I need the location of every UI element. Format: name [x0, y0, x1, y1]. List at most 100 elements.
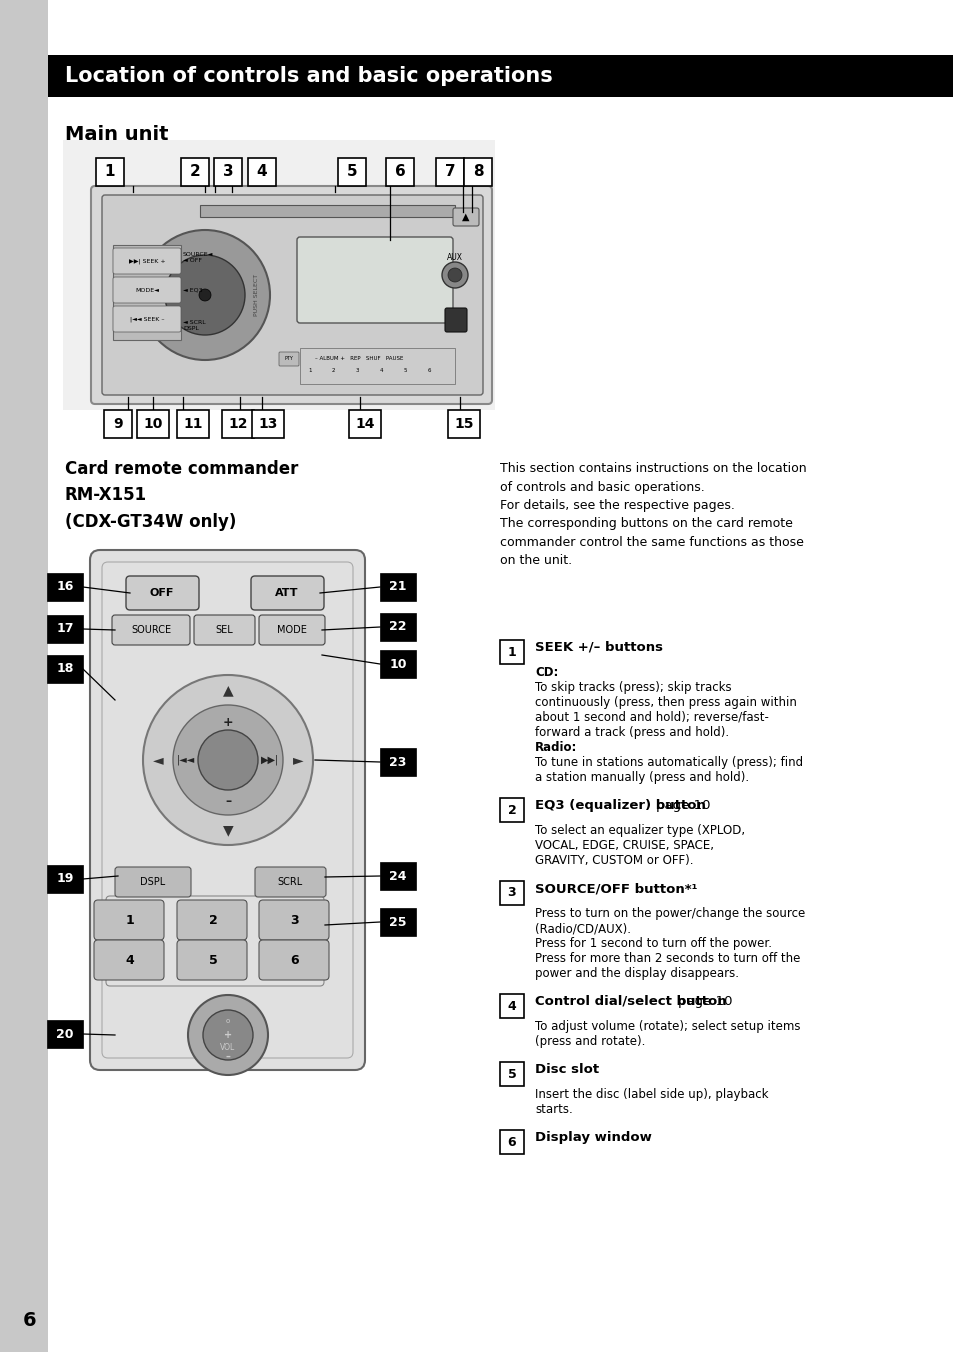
Text: Radio:: Radio: [535, 741, 577, 754]
FancyBboxPatch shape [278, 352, 298, 366]
FancyBboxPatch shape [444, 308, 467, 333]
Text: To select an equalizer type (XPLOD,: To select an equalizer type (XPLOD, [535, 823, 744, 837]
Text: Press for 1 second to turn off the power.: Press for 1 second to turn off the power… [535, 937, 771, 950]
Bar [379, 748, 416, 776]
Text: SOURCE: SOURCE [131, 625, 171, 635]
Text: Card remote commander
RM-X151
(CDX-GT34W only): Card remote commander RM-X151 (CDX-GT34W… [65, 460, 298, 531]
Text: EQ3 (equalizer) button: EQ3 (equalizer) button [535, 799, 705, 813]
Text: page 10: page 10 [656, 799, 710, 813]
Text: 3: 3 [291, 914, 299, 926]
Bar [213, 158, 242, 187]
Bar [222, 410, 253, 438]
Text: SOURCE◄
◄ OFF: SOURCE◄ ◄ OFF [183, 251, 213, 264]
Text: Disc slot: Disc slot [535, 1063, 598, 1076]
Bar [499, 798, 523, 822]
Text: ▲: ▲ [462, 212, 469, 222]
Text: SEEK +/– buttons: SEEK +/– buttons [535, 641, 662, 654]
Text: Insert the disc (label side up), playback: Insert the disc (label side up), playbac… [535, 1088, 768, 1101]
Text: SEL: SEL [214, 625, 233, 635]
Bar [299, 347, 455, 384]
Bar [379, 909, 416, 936]
Circle shape [165, 256, 245, 335]
Text: 6: 6 [291, 953, 299, 967]
Text: OFF: OFF [150, 588, 174, 598]
Text: 2: 2 [209, 914, 217, 926]
Text: a station manually (press and hold).: a station manually (press and hold). [535, 771, 748, 784]
Text: +: + [222, 715, 233, 729]
Bar [499, 1130, 523, 1155]
Bar [112, 245, 181, 339]
Text: ◄: ◄ [152, 753, 163, 767]
Bar [499, 882, 523, 904]
Text: 17: 17 [56, 622, 73, 635]
Text: 9: 9 [113, 416, 123, 431]
Text: VOCAL, EDGE, CRUISE, SPACE,: VOCAL, EDGE, CRUISE, SPACE, [535, 840, 713, 852]
Text: 5: 5 [209, 953, 217, 967]
FancyBboxPatch shape [94, 900, 164, 940]
Text: 1: 1 [308, 368, 312, 373]
Circle shape [140, 230, 270, 360]
Text: +: + [224, 1030, 232, 1040]
Text: ATT: ATT [275, 588, 298, 598]
Text: 2: 2 [190, 165, 200, 180]
Text: 6: 6 [395, 165, 405, 180]
Bar [47, 573, 83, 602]
Text: 19: 19 [56, 872, 73, 886]
Text: 3: 3 [507, 887, 516, 899]
Bar [448, 410, 479, 438]
Text: ▶▶| SEEK +: ▶▶| SEEK + [129, 258, 165, 264]
Text: 8: 8 [472, 165, 483, 180]
Text: forward a track (press and hold).: forward a track (press and hold). [535, 726, 728, 740]
Circle shape [199, 289, 211, 301]
Text: –: – [225, 1052, 231, 1063]
Text: Location of controls and basic operations: Location of controls and basic operation… [65, 66, 552, 87]
Bar [499, 639, 523, 664]
Text: 2: 2 [507, 803, 516, 817]
Circle shape [172, 704, 283, 815]
Text: ►: ► [293, 753, 303, 767]
Bar [63, 141, 495, 410]
Text: CD:: CD: [535, 667, 558, 679]
Bar [386, 158, 414, 187]
Circle shape [441, 262, 468, 288]
Text: 22: 22 [389, 621, 406, 634]
Bar [499, 1063, 523, 1086]
Text: 6: 6 [428, 368, 431, 373]
Text: 15: 15 [454, 416, 474, 431]
Text: ▶▶|: ▶▶| [260, 754, 279, 765]
Text: GRAVITY, CUSTOM or OFF).: GRAVITY, CUSTOM or OFF). [535, 854, 693, 867]
Text: To tune in stations automatically (press); find: To tune in stations automatically (press… [535, 756, 802, 769]
Text: Control dial/select button: Control dial/select button [535, 995, 726, 1009]
FancyBboxPatch shape [258, 615, 325, 645]
FancyBboxPatch shape [91, 187, 492, 404]
Text: 20: 20 [56, 1028, 73, 1041]
Text: page 10: page 10 [678, 995, 732, 1009]
Bar [48, 55, 953, 97]
Text: |◄◄ SEEK –: |◄◄ SEEK – [130, 316, 164, 322]
Text: ▲: ▲ [222, 683, 233, 698]
Text: 11: 11 [183, 416, 203, 431]
FancyBboxPatch shape [258, 940, 329, 980]
Bar [379, 863, 416, 890]
Text: 2: 2 [332, 368, 335, 373]
FancyBboxPatch shape [193, 615, 254, 645]
Text: 21: 21 [389, 580, 406, 594]
FancyBboxPatch shape [112, 247, 181, 274]
Bar [379, 650, 416, 677]
FancyBboxPatch shape [94, 940, 164, 980]
Circle shape [203, 1010, 253, 1060]
Bar [248, 158, 275, 187]
FancyBboxPatch shape [296, 237, 453, 323]
Text: 23: 23 [389, 756, 406, 768]
Text: 4: 4 [256, 165, 267, 180]
Text: ▼: ▼ [222, 823, 233, 837]
Text: |◄◄: |◄◄ [176, 754, 195, 765]
Text: o: o [226, 1018, 230, 1023]
Text: 6: 6 [507, 1136, 516, 1148]
Bar [181, 158, 209, 187]
Bar [379, 612, 416, 641]
Text: PUSH SELECT: PUSH SELECT [254, 274, 259, 316]
Bar [200, 206, 455, 218]
Text: – ALBUM +   REP   SHUF   PAUSE: – ALBUM + REP SHUF PAUSE [314, 356, 403, 361]
Text: 10: 10 [143, 416, 163, 431]
